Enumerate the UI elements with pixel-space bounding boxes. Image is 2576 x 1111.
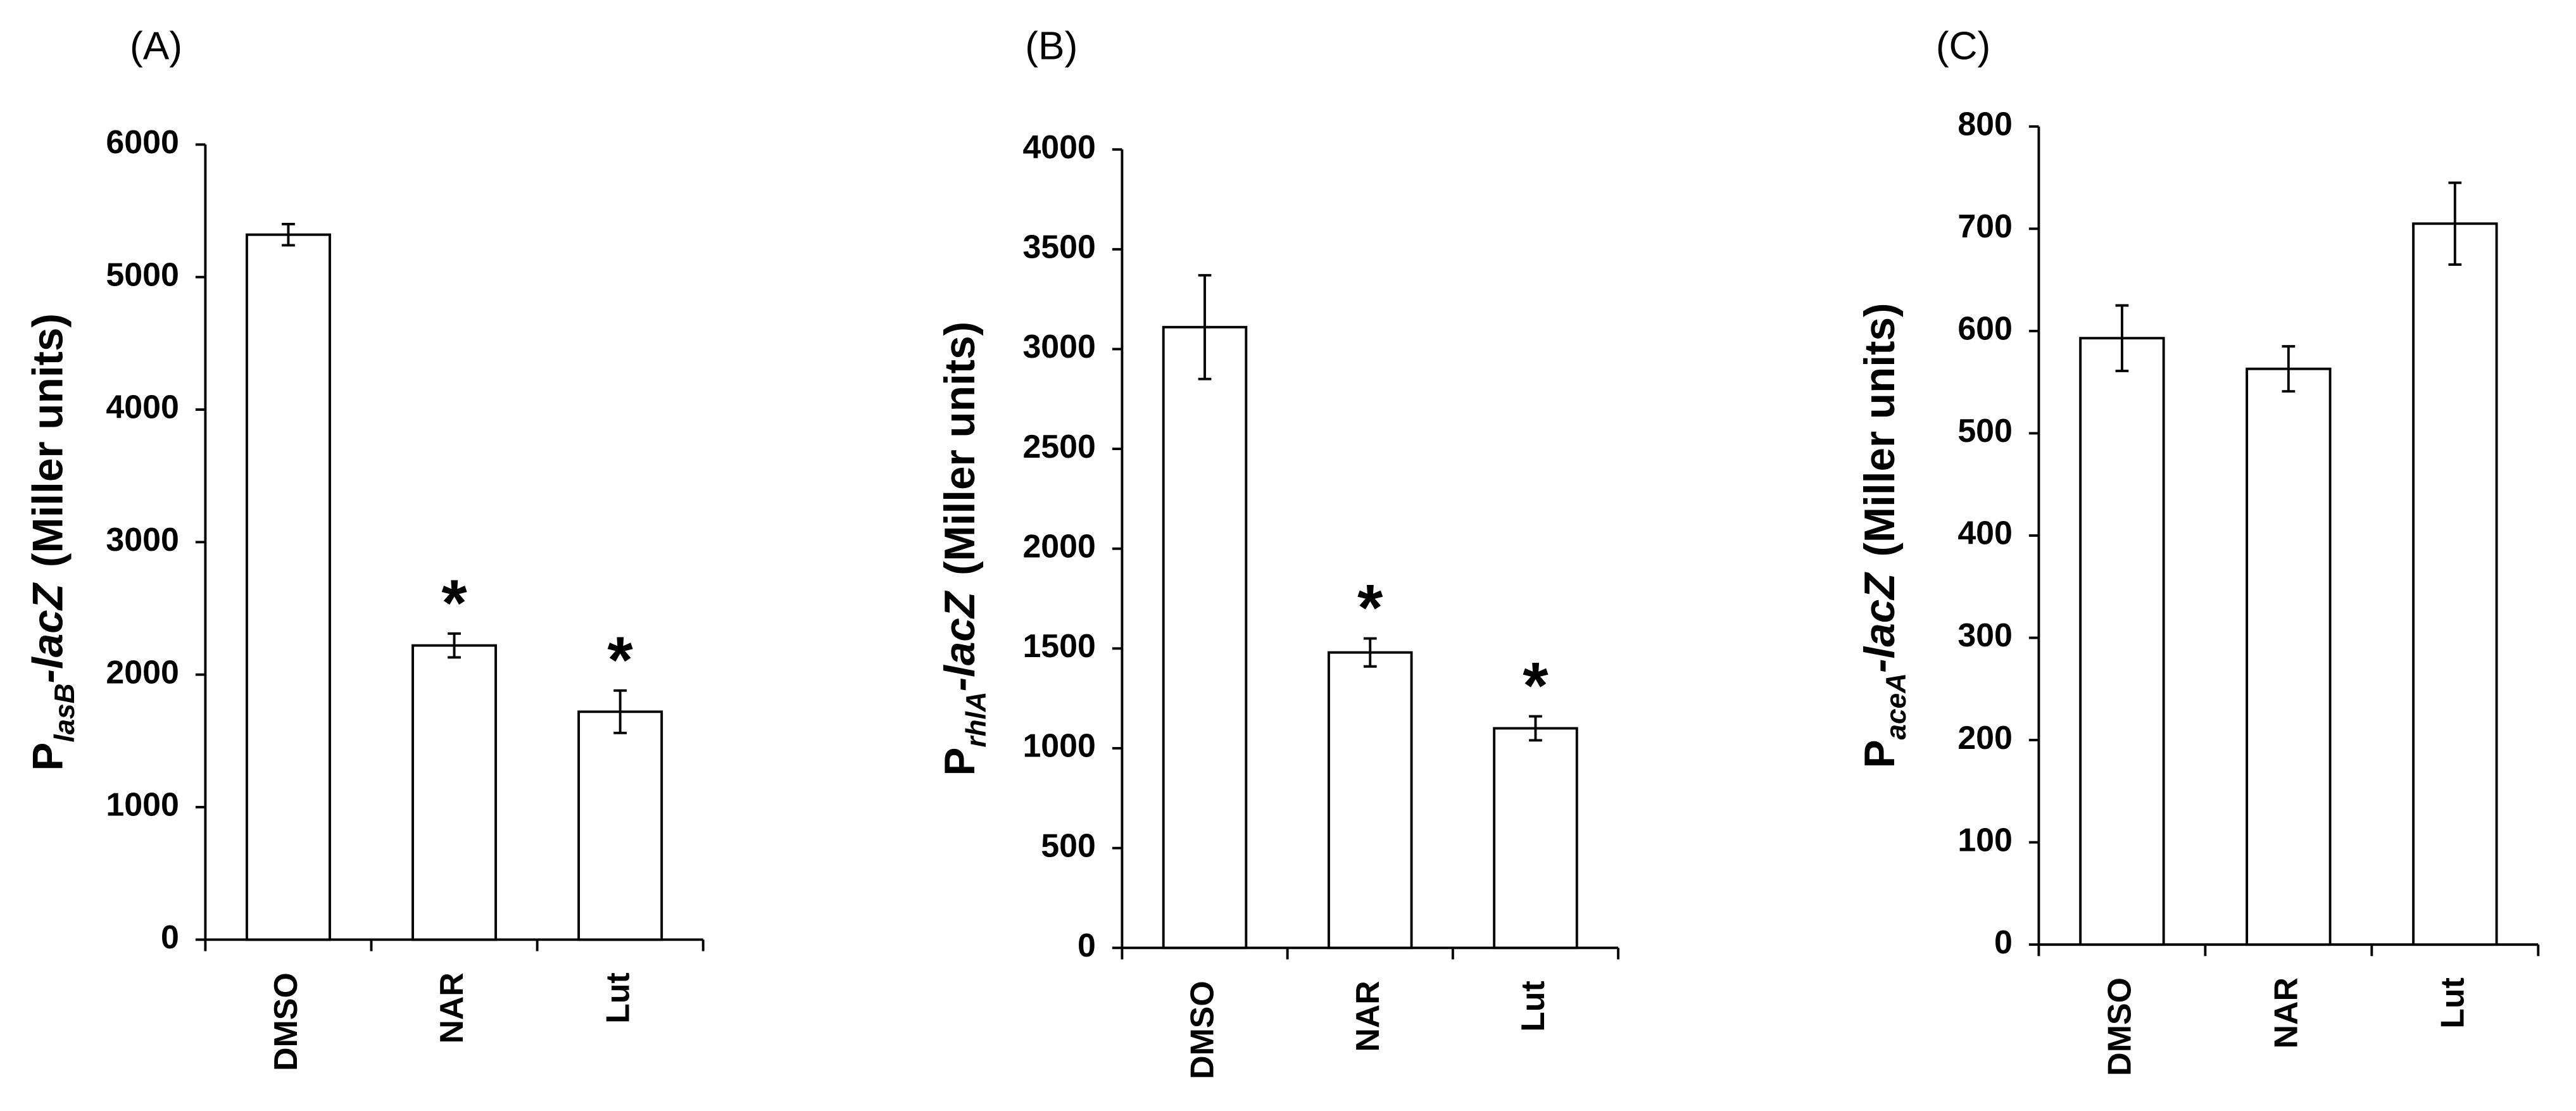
error-bar [1529,715,1542,742]
x-tick-label: NAR [2268,977,2304,1048]
y-tick-label: 3000 [1022,328,1095,365]
y-tick-label: 5000 [106,256,179,292]
error-bar [1363,637,1377,668]
bar [412,644,498,941]
bar [1162,325,1248,950]
y-label-units: (Miller units) [1856,303,1904,556]
error-bar [2282,345,2296,393]
x-tick-label: Lut [599,972,636,1024]
bar [1327,651,1413,950]
y-tick-label: 4000 [1022,129,1095,165]
y-label-prefix: P [936,748,984,776]
y-tick-label: 1500 [1022,627,1095,664]
panel: (A) PlasB-lacZ (Miller units) 0 1000 2000 3000… [25,24,705,1071]
x-tick-label: DMSO [1184,981,1221,1079]
y-axis-label: PlasB-lacZ (Miller units) [25,313,80,771]
y-label-suffix: -lacZ [936,590,984,691]
y-label-suffix: -lacZ [25,582,72,683]
panel: (C) PaceA-lacZ (Miller units) 0 100 200 300 400… [1856,24,2540,1076]
y-label-suffix: -lacZ [1856,572,1904,673]
y-tick-label: 100 [1957,821,2013,858]
y-tick-label: 500 [1041,827,1096,863]
bar [1493,727,1578,950]
panel-label: (B) [1025,24,1078,68]
y-tick-label: 0 [1078,927,1096,963]
y-tick-label: 200 [1957,719,2013,756]
y-tick-label: 0 [161,919,179,955]
error-bar [448,632,461,659]
x-tick-label: DMSO [267,972,304,1071]
error-bar [2115,304,2129,372]
bar [245,233,331,941]
y-label-subscript: aceA [1881,673,1912,739]
error-bar [282,223,295,247]
bar [577,710,663,941]
y-tick-label: 6000 [106,123,179,160]
y-label-subscript: rhlA [961,691,992,747]
y-label-prefix: P [1856,739,1904,768]
y-label-subscript: lasB [49,683,80,742]
y-label-prefix: P [25,743,72,771]
y-tick-label: 2500 [1022,428,1095,465]
y-tick-label: 300 [1957,617,2013,653]
panel-label: (C) [1936,24,1990,68]
error-bar [1198,273,1212,380]
bar [2412,222,2498,946]
y-tick-label: 700 [1957,208,2013,244]
y-tick-label: 600 [1957,310,2013,347]
bar [2079,337,2165,946]
y-tick-label: 1000 [1022,727,1095,764]
y-tick-label: 500 [1957,412,2013,449]
y-tick-label: 400 [1957,515,2013,551]
bar [2246,367,2332,946]
y-tick-label: 3500 [1022,228,1095,265]
x-tick-label: NAR [1349,981,1386,1051]
significance-marker: * [607,623,633,696]
y-tick-label: 2000 [106,653,179,690]
x-tick-label: Lut [2434,977,2471,1029]
significance-marker: * [1523,649,1549,722]
significance-marker: * [441,566,467,639]
y-label-units: (Miller units) [936,322,984,575]
error-bar [613,689,627,734]
y-tick-label: 3000 [106,521,179,558]
y-label-units: (Miller units) [25,313,72,567]
y-tick-label: 2000 [1022,527,1095,564]
panel: (B) PrhlA-lacZ (Miller units) 0 500 1000 1500 2… [936,24,1620,1079]
panel-label: (A) [130,24,182,68]
error-bar [2448,181,2462,266]
y-axis-label: PrhlA-lacZ (Miller units) [936,322,992,776]
y-tick-label: 800 [1957,106,2013,142]
y-tick-label: 0 [1994,924,2013,960]
y-axis-label: PaceA-lacZ (Miller units) [1856,303,1912,768]
y-tick-label: 1000 [106,786,179,823]
x-tick-label: Lut [1514,981,1551,1032]
x-tick-label: NAR [433,972,470,1043]
x-tick-label: DMSO [2101,977,2138,1076]
significance-marker: * [1357,571,1383,644]
y-tick-label: 4000 [106,389,179,425]
